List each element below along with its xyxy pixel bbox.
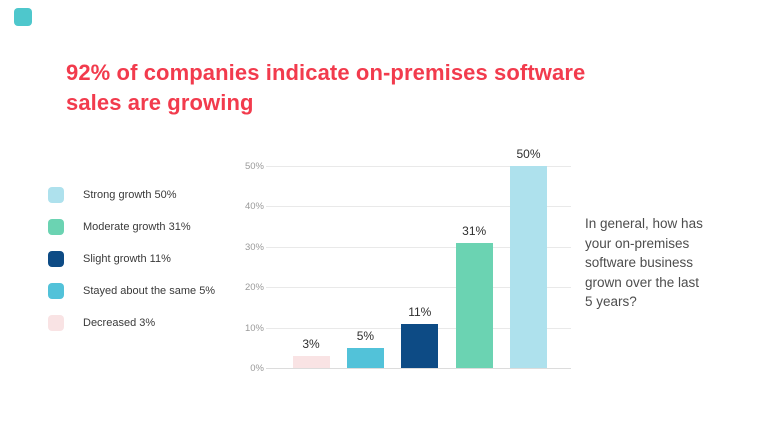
gridline — [266, 246, 571, 248]
gridline — [266, 206, 571, 208]
bar-value-label: 5% — [356, 328, 375, 343]
legend-swatch — [48, 219, 64, 235]
legend-label: Slight growth 11% — [83, 253, 171, 265]
y-axis-tick-label: 20% — [244, 282, 264, 294]
gridline — [266, 166, 571, 167]
legend-label: Decreased 3% — [83, 317, 156, 329]
y-axis-tick-label: 40% — [244, 201, 264, 213]
bar-value-label: 3% — [302, 336, 320, 351]
page-title: 92% of companies indicate on-premises so… — [66, 60, 586, 115]
legend-item: Decreased 3% — [48, 315, 215, 331]
legend-swatch — [48, 251, 64, 267]
plot-area: 3% 5% 11% 31% 50% — [266, 148, 571, 369]
bar-stayed-about-the-same — [346, 347, 384, 368]
legend-item: Slight growth 11% — [48, 251, 215, 267]
legend-item: Strong growth 50% — [48, 187, 215, 203]
legend-swatch — [48, 315, 64, 331]
bar-value-label: 50% — [516, 147, 541, 161]
legend-item: Stayed about the same 5% — [48, 283, 215, 299]
gridline — [266, 287, 571, 289]
legend-label: Moderate growth 31% — [83, 221, 191, 233]
gridline — [266, 368, 571, 369]
bar-value-label: 11% — [408, 304, 432, 319]
legend-item: Moderate growth 31% — [48, 219, 215, 235]
legend-swatch — [48, 283, 64, 299]
legend-swatch — [48, 187, 64, 203]
accent-square — [14, 8, 32, 26]
bar-moderate-growth — [455, 242, 493, 368]
bar-decreased — [292, 355, 330, 368]
y-axis-tick-label: 50% — [244, 161, 264, 172]
bar-slight-growth — [401, 323, 439, 368]
legend-label: Strong growth 50% — [83, 189, 177, 201]
bar-value-label: 31% — [462, 223, 487, 238]
chart-legend: Strong growth 50% Moderate growth 31% Slig… — [48, 187, 215, 331]
y-axis-tick-label: 30% — [244, 241, 264, 253]
legend-label: Stayed about the same 5% — [83, 285, 216, 297]
y-axis-tick-label: 0% — [250, 363, 264, 374]
bar-strong-growth — [510, 166, 547, 368]
survey-question-text: In general, how has your on-premises sof… — [585, 216, 703, 309]
y-axis-tick-label: 10% — [244, 322, 264, 334]
